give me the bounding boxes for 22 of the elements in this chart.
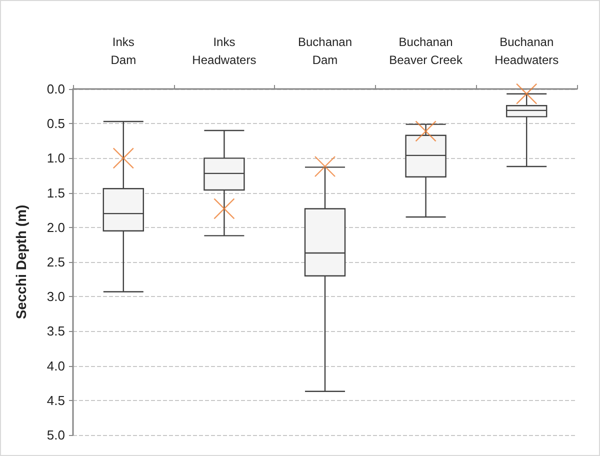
y-tick-label: 0.5: [46, 116, 65, 132]
y-tick-label: 1.0: [46, 150, 65, 166]
y-tick-label: 3.0: [46, 289, 65, 304]
x-tick-label: Buchanan Dam: [298, 35, 352, 67]
x-tick-label: Inks Headwaters: [192, 35, 256, 67]
y-tick-label: 5.0: [46, 428, 65, 442]
point: [112, 148, 134, 169]
x-tick-label: Buchanan Beaver Creek: [389, 35, 464, 67]
point: [415, 120, 436, 142]
y-tick-label: 2.5: [46, 254, 65, 270]
x-tick-label: Buchanan Headwaters: [494, 35, 559, 67]
x-tick-label: Inks Dam: [110, 35, 136, 67]
y-tick-label: 4.0: [46, 358, 65, 374]
point: [516, 83, 538, 104]
point: [314, 156, 336, 178]
y-tick-label: 0.0: [46, 82, 65, 96]
y-tick-label: 3.5: [46, 324, 65, 339]
y-tick-label: 2.0: [46, 220, 65, 235]
y-tick-label: 4.5: [46, 392, 65, 408]
y-axis-title: Secchi Depth (m): [13, 204, 29, 320]
point: [214, 198, 235, 220]
y-tick-label: 1.5: [46, 185, 65, 200]
